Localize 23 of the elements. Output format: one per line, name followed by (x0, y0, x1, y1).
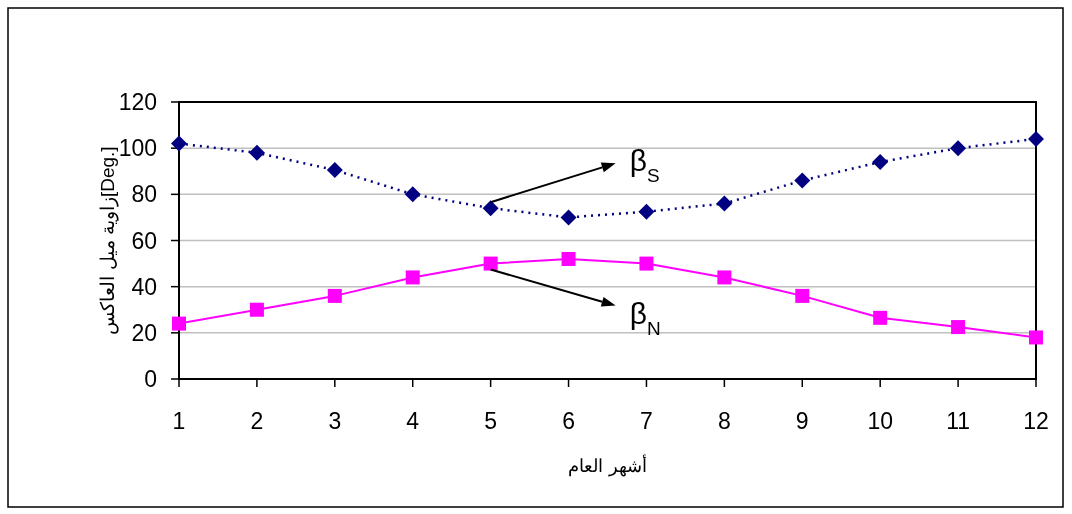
x-tick-label: 5 (484, 408, 498, 434)
y-tick-label: 40 (131, 273, 157, 300)
x-tick-label: 10 (867, 408, 893, 434)
y-tick-label: 80 (131, 181, 157, 208)
x-tick-label: 4 (406, 408, 420, 434)
y-tick-label: 20 (131, 319, 157, 346)
x-tick-label: 1 (172, 408, 186, 434)
x-tick-label: 2 (250, 408, 264, 434)
x-tick-label: 6 (562, 408, 575, 434)
x-tick-label: 12 (1023, 408, 1049, 434)
y-tick-label: 0 (144, 366, 157, 392)
y-tick-label: 60 (131, 227, 157, 254)
y-axis-title: زاوية ميل العاكس[Deg.] (97, 146, 119, 335)
x-tick-label: 9 (795, 408, 809, 434)
x-axis-title: أشهر العام (568, 454, 647, 477)
x-tick-label: 11 (946, 408, 971, 434)
x-tick-label: 3 (328, 408, 342, 434)
x-tick-label: 8 (717, 408, 731, 434)
annotation: β$_{N}$ (629, 296, 661, 339)
x-tick-label: 7 (640, 408, 653, 434)
annotation: β$_{S}$ (629, 144, 660, 186)
y-tick-label: 120 (118, 89, 157, 115)
y-tick-label: 100 (118, 135, 157, 162)
